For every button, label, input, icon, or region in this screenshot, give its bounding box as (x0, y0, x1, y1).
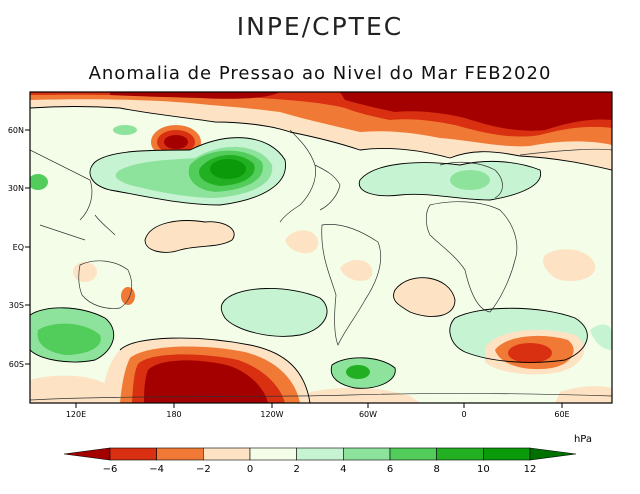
lon-label-120w: 120W (260, 410, 283, 419)
contour-north-atlantic (358, 160, 542, 201)
colorbar-tick-label: 4 (340, 464, 346, 475)
colorbar-tick-label: 0 (247, 464, 253, 475)
colorbar-bin (109, 447, 157, 461)
colorbar-tick-label: 6 (387, 464, 393, 475)
northern-anomaly-core (340, 92, 612, 131)
contour-southern-indian (30, 307, 115, 363)
south-america-outline (321, 224, 382, 346)
lat-label-60s: 60S (9, 360, 24, 369)
map-plot-area (30, 92, 612, 403)
lon-label-60e: 60E (554, 410, 569, 419)
colorbar-tick-label: 2 (293, 464, 299, 475)
australia-outline (78, 260, 133, 309)
west-asia-positive-patch (30, 174, 48, 190)
colorbar-tick-label: 12 (524, 464, 537, 475)
colorbar-bin (296, 447, 344, 461)
ross-sea-low-core (144, 360, 268, 403)
australia-negative-patch (73, 262, 97, 282)
colorbar-bin (343, 447, 391, 461)
lat-label-30s: 30S (9, 301, 24, 310)
contour-zero-north (30, 106, 612, 171)
indian-ocean-negative-patch (543, 249, 596, 282)
colorbar-bin (529, 447, 577, 461)
colorbar-bins (63, 447, 577, 461)
colorbar-bin (63, 447, 111, 461)
lon-label-0: 0 (461, 410, 466, 419)
lat-label-60n: 60N (8, 126, 24, 135)
australia-negative-core (121, 287, 135, 305)
contour-central-pacific (144, 220, 235, 253)
africa-outline (425, 201, 518, 313)
antarctic-negative-central (305, 387, 420, 403)
map-title: Anomalia de Pressao ao Nivel do Mar FEB2… (88, 63, 552, 84)
south-pacific-high-plus2 (221, 288, 328, 337)
north-asia-positive-patch (113, 125, 137, 135)
contour-south-pacific (220, 288, 328, 337)
south-atlantic-high-core (346, 365, 370, 379)
colorbar-tick-label: 8 (433, 464, 439, 475)
antarctica-outline (30, 393, 612, 401)
lon-label-120e: 120E (66, 410, 86, 419)
colorbar-bin (436, 447, 484, 461)
latitude-axis: 60N 30N EQ 30S 60S (8, 126, 30, 369)
contour-pacific-high (89, 137, 286, 206)
colorbar-bin (249, 447, 297, 461)
bering-anomaly-core (110, 92, 280, 99)
colorbar-tick-label: −4 (149, 464, 164, 475)
lat-label-eq: EQ (13, 243, 24, 252)
lon-label-60w: 60W (359, 410, 377, 419)
north-atlantic-high-plus2 (359, 161, 541, 200)
eurasia-outline (30, 148, 612, 221)
south-atlantic-negative-patch (393, 277, 455, 317)
contour-south-atlantic (393, 277, 456, 317)
colorbar-ticks: −6 −4 −2 0 2 4 6 8 10 12 (103, 464, 537, 475)
lat-label-30n: 30N (8, 184, 24, 193)
longitude-axis: 120E 180 120W 60W 0 60E (66, 403, 570, 419)
europe-positive-plus4 (450, 170, 490, 190)
colorbar-tick-label: −2 (196, 464, 211, 475)
central-pacific-negative-patch (145, 220, 235, 253)
southern-indian-ocean-high-plus6 (37, 323, 101, 355)
north-pacific-low-core (164, 135, 188, 149)
colorbar-unit: hPa (574, 434, 592, 445)
brazil-negative-patch (340, 259, 373, 281)
southern-ocean-low-core (508, 343, 552, 363)
contour-southern-ocean (449, 307, 588, 363)
contour-lines (30, 106, 612, 403)
southern-ocean-east-patch (590, 324, 612, 350)
contour-ross-sea (119, 337, 311, 403)
colorbar-bin (156, 447, 204, 461)
east-pacific-negative-patch (285, 230, 319, 254)
north-pacific-high-plus10 (210, 159, 246, 179)
organization-title: INPE/CPTEC (236, 12, 404, 41)
colorbar-bin (203, 447, 251, 461)
colorbar-bin (483, 447, 531, 461)
colorbar-tick-label: 10 (477, 464, 490, 475)
north-america-outline (279, 129, 341, 223)
antarctic-negative-west (30, 375, 120, 403)
continent-outlines (30, 129, 612, 401)
contour-south-atlantic-high (330, 357, 396, 389)
lon-label-180: 180 (166, 410, 181, 419)
colorbar-bin (389, 447, 437, 461)
antarctic-negative-east (555, 386, 612, 403)
maritime-continent-outline (39, 214, 116, 241)
colorbar: hPa −6 −4 −2 0 2 4 6 8 10 12 (63, 434, 592, 475)
colorbar-tick-label: −6 (103, 464, 118, 475)
